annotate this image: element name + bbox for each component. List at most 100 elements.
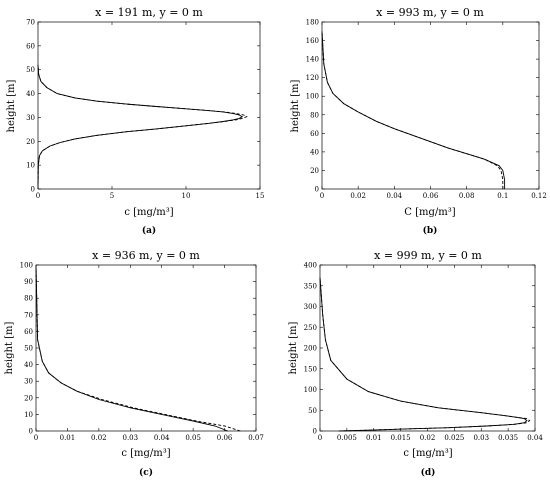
panel-c-y-tick-label: 70: [24, 311, 33, 319]
panel-c-x-ticks: 0 0.01 0.02 0.03 0.04 0.05 0.06 0.07: [34, 265, 264, 442]
panel-d-y-tick-label: 350: [304, 282, 317, 290]
panel-b-x-tick-label: 0.12: [531, 192, 547, 200]
panel-c-y-tick-label: 60: [24, 328, 33, 336]
panel-a-y-tick-label: 20: [26, 138, 35, 146]
panel-b-x-axis-label: C [mg/m³]: [404, 207, 455, 218]
panel-c-x-tick-label: 0.03: [122, 434, 138, 442]
panel-d-x-tick-label: 0.03: [473, 434, 489, 442]
panel-b-y-axis-label: height [m]: [290, 79, 301, 132]
panel-a-y-tick-label: 70: [26, 19, 35, 27]
panel-c-y-axis-label: height [m]: [4, 321, 15, 374]
panel-c-x-tick-label: 0.07: [248, 434, 264, 442]
panel-b-y-tick-label: 80: [310, 111, 319, 119]
panel-b-y-tick-label: 0: [315, 186, 319, 194]
panel-a-y-tick-label: 10: [26, 162, 35, 170]
panel-a-x-tick-label: 5: [110, 192, 114, 200]
panel-c-curves: [35, 264, 241, 432]
panel-c-x-tick-label: 0.04: [154, 434, 170, 442]
panel-b-x-tick-label: 0: [320, 192, 324, 200]
panel-b-y-tick-label: 20: [310, 167, 319, 175]
panel-b-y-tick-label: 120: [306, 74, 319, 82]
panel-d-y-tick-label: 300: [304, 303, 317, 311]
panel-c-y-tick-label: 50: [24, 345, 33, 353]
panel-a-solid-curve: [37, 64, 244, 190]
panel-d-solid-curve: [319, 277, 528, 432]
panel-a-y-tick-label: 30: [26, 114, 35, 122]
panel-d-y-tick-label: 150: [304, 365, 317, 373]
panel-b-dashed-curve: [321, 31, 504, 189]
panel-d-x-tick-label: 0.035: [498, 434, 518, 442]
panel-a-y-tick-label: 40: [26, 90, 35, 98]
panel-a-y-tick-label: 60: [26, 42, 35, 50]
panel-c-y-tick-label: 30: [24, 378, 33, 386]
panel-d-dashed-curve: [319, 277, 531, 432]
panel-c-x-tick-label: 0.05: [185, 434, 201, 442]
panel-b-title: x = 993 m, y = 0 m: [376, 6, 484, 19]
panel-d: x = 999 m, y = 0 m 0 0.005 0.01 0.015 0.02 0.…: [288, 249, 543, 478]
panel-d-y-ticks: 0 50 100 150 200 250 300 350 400: [304, 262, 535, 436]
panel-d-y-tick-label: 250: [304, 324, 317, 332]
panel-c-y-ticks: 0 10 20 30 40 50 60 70 80 90 100: [20, 262, 256, 436]
panel-d-y-axis-label: height [m]: [288, 321, 299, 374]
panel-b-solid-curve: [321, 31, 506, 189]
panel-c-x-tick-label: 0.06: [217, 434, 233, 442]
panel-b-y-tick-label: 160: [306, 37, 319, 45]
panel-c-solid-curve: [35, 264, 228, 432]
panel-a-y-ticks: 0 10 20 30 40 50 60 70: [26, 19, 260, 194]
panel-c-x-tick-label: 0.01: [60, 434, 76, 442]
panel-c-y-tick-label: 20: [24, 394, 33, 402]
panel-c-y-tick-label: 0: [29, 428, 33, 436]
panel-b-x-tick-label: 0.02: [350, 192, 366, 200]
panel-b-y-tick-label: 140: [306, 56, 319, 64]
panel-b: x = 993 m, y = 0 m 0 0.02 0.04 0.06 0.08 0.1 0…: [290, 6, 547, 236]
panel-a-x-tick-label: 10: [182, 192, 191, 200]
panel-a-x-axis-label: c [mg/m³]: [124, 207, 173, 218]
panel-b-x-tick-label: 0.06: [423, 192, 439, 200]
panel-d-curves: [319, 277, 531, 432]
panel-a-x-tick-label: 15: [256, 192, 265, 200]
panel-d-x-tick-label: 0.015: [391, 434, 411, 442]
panel-d-x-axis-label: c [mg/m³]: [403, 448, 452, 459]
panel-d-x-tick-label: 0: [318, 434, 322, 442]
panel-c-y-tick-label: 10: [24, 411, 33, 419]
panel-a-x-ticks: 0 5 10 15: [36, 22, 265, 200]
panel-d-x-ticks: 0 0.005 0.01 0.015 0.02 0.025 0.03 0.035 0.04: [318, 265, 543, 442]
panel-b-x-tick-label: 0.04: [387, 192, 403, 200]
panel-b-axes-box: [321, 21, 540, 190]
panel-a-y-tick-label: 0: [31, 186, 35, 194]
panel-b-x-tick-label: 0.08: [459, 192, 475, 200]
panel-b-y-ticks: 0 20 40 60 80 100 120 140 160 180: [306, 19, 539, 194]
panel-d-y-tick-label: 50: [308, 407, 317, 415]
panel-c-y-tick-label: 80: [24, 295, 33, 303]
panel-a-title: x = 191 m, y = 0 m: [95, 6, 203, 19]
panel-a-x-tick-label: 0: [36, 192, 40, 200]
panel-a: x = 191 m, y = 0 m 0 5 10 15 0 10 20 30 40 50 60 7…: [6, 6, 264, 236]
panel-d-y-tick-label: 200: [304, 345, 317, 353]
panel-d-x-tick-label: 0.005: [337, 434, 357, 442]
panel-a-y-tick-label: 50: [26, 66, 35, 74]
panel-d-x-tick-label: 0.02: [420, 434, 436, 442]
panel-c-caption: (c): [139, 467, 153, 478]
panel-b-y-tick-label: 100: [306, 93, 319, 101]
panel-b-y-tick-label: 180: [306, 19, 319, 27]
panel-d-y-tick-label: 400: [304, 262, 317, 270]
panel-d-caption: (d): [421, 467, 436, 478]
panel-c-y-tick-label: 40: [24, 361, 33, 369]
panel-b-y-tick-label: 60: [310, 130, 319, 138]
panel-c: x = 936 m, y = 0 m 0 0.01 0.02 0.03 0.04 0.05…: [4, 249, 264, 478]
panel-c-y-tick-label: 90: [24, 278, 33, 286]
panel-c-x-tick-label: 0: [34, 434, 38, 442]
panel-c-title: x = 936 m, y = 0 m: [92, 249, 200, 262]
panel-c-y-tick-label: 100: [20, 262, 33, 270]
panel-a-dashed-curve: [37, 64, 248, 190]
panel-a-y-axis-label: height [m]: [6, 79, 17, 132]
panel-b-x-tick-label: 0.1: [497, 192, 508, 200]
panel-b-caption: (b): [423, 225, 438, 236]
panel-c-x-tick-label: 0.02: [91, 434, 107, 442]
panel-b-x-ticks: 0 0.02 0.04 0.06 0.08 0.1 0.12: [320, 22, 547, 200]
panel-a-axes-box: [37, 21, 261, 190]
panel-d-x-tick-label: 0.01: [366, 434, 382, 442]
panel-b-y-tick-label: 40: [310, 148, 319, 156]
panel-d-x-tick-label: 0.025: [444, 434, 464, 442]
